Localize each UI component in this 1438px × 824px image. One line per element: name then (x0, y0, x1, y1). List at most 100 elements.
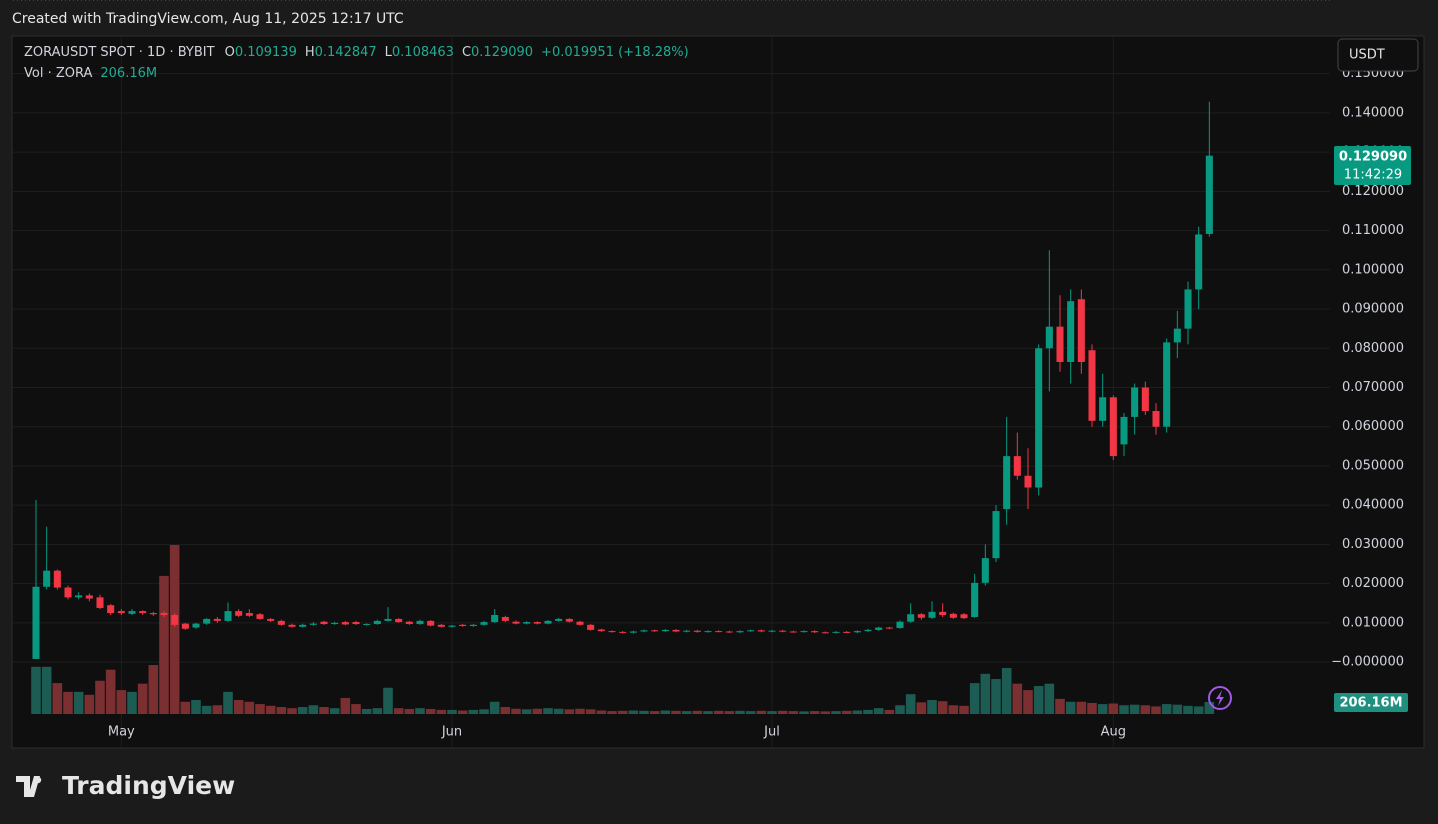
candle-body (981, 558, 989, 583)
volume-bar (436, 709, 447, 714)
candle-body (725, 631, 733, 633)
volume-bar (863, 709, 873, 714)
candle-body (1195, 234, 1203, 290)
volume-bar (799, 711, 809, 714)
volume-bar (489, 701, 500, 714)
candle-body (853, 631, 861, 633)
candle-body (181, 623, 189, 629)
alert-icon[interactable] (1208, 686, 1232, 710)
volume-bar (1087, 702, 1097, 714)
volume-bar (447, 709, 457, 714)
candle-body (896, 621, 904, 628)
candle-body (640, 630, 648, 632)
volume-bar (809, 711, 820, 714)
volume-bar (585, 709, 596, 714)
candle-body (277, 620, 285, 625)
credit: Created with TradingView.com, Aug 11, 20… (12, 11, 404, 27)
volume-bar (959, 705, 969, 714)
volume-bar (788, 711, 799, 714)
legend-h-value: 0.142847 (314, 45, 377, 60)
volume-bar (777, 710, 788, 714)
currency-button[interactable]: USDT (1337, 38, 1419, 72)
volume-tag-value: 206.16M (1339, 696, 1402, 711)
candle-body (928, 611, 936, 618)
candle-body (565, 618, 573, 622)
candle-body (160, 613, 168, 616)
y-tick-label: 0.120000 (1342, 184, 1404, 199)
candle-body (821, 632, 829, 634)
volume-bar (63, 691, 73, 714)
volume-bar (244, 701, 255, 714)
candle-body (1099, 397, 1107, 421)
candle-body (747, 630, 755, 632)
candle-body (1024, 475, 1032, 488)
candle-body (875, 627, 883, 630)
candle-body (437, 624, 445, 627)
volume-bar (639, 710, 649, 714)
volume-tag-box (1334, 693, 1408, 712)
volume-bar (287, 708, 297, 714)
candle-body (139, 611, 147, 614)
candle-body (384, 618, 392, 621)
candle-body (331, 622, 339, 625)
candle-body (1045, 326, 1053, 349)
candle-body (352, 622, 360, 625)
alert-bolt[interactable] (1216, 690, 1224, 706)
volume-bar (105, 669, 116, 714)
volume-bar (84, 694, 95, 714)
volume-bar (393, 708, 404, 714)
candle-body (789, 631, 797, 633)
volume-bar (1033, 686, 1044, 714)
volume-bar (841, 710, 852, 714)
volume-bar (201, 705, 212, 714)
volume-bar (191, 700, 201, 714)
candle-body (960, 614, 968, 619)
volume-layer (31, 545, 1215, 714)
volume-bar (692, 710, 703, 714)
volume-bar (1204, 701, 1215, 714)
candle-body (971, 582, 979, 617)
candle-body (587, 624, 595, 630)
y-tick-label: 0.070000 (1342, 380, 1404, 395)
volume-bar (532, 708, 543, 714)
y-tick-label: 0.140000 (1342, 105, 1404, 120)
alert-circle[interactable] (1208, 686, 1232, 710)
candle-body (1152, 411, 1160, 427)
candle-body (53, 570, 61, 588)
volume-bar (159, 575, 169, 714)
volume-bar (991, 679, 1001, 714)
legend-o-label: O (224, 45, 235, 60)
currency-button-box[interactable] (1337, 38, 1419, 72)
candle-body (235, 611, 243, 616)
volume-bar (95, 680, 105, 714)
candle-body (693, 630, 701, 632)
legend-c-value: 0.129090 (471, 45, 534, 60)
volume-bar (1161, 704, 1172, 714)
logo-text: TradingView (62, 771, 235, 800)
volume-bar (884, 709, 895, 714)
volume-tag: 206.16M (1334, 693, 1408, 712)
candle-body (373, 620, 381, 625)
volume-bar (41, 666, 52, 714)
candle-body (320, 621, 328, 625)
candle-body (288, 624, 296, 627)
candle-body (949, 613, 957, 618)
currency-button-label[interactable]: USDT (1349, 48, 1385, 63)
volume-bar (1129, 704, 1140, 714)
x-tick-label: Aug (1101, 725, 1126, 740)
volume-bar (1140, 705, 1151, 714)
logo-mark (16, 776, 40, 797)
volume-bar (233, 700, 244, 714)
volume-bar (628, 710, 639, 714)
legend-o-value: 0.109139 (234, 45, 297, 60)
volume-bar (319, 707, 329, 714)
candle-body (1003, 456, 1011, 510)
candle-body (736, 631, 744, 633)
x-tick-label: Jul (763, 725, 780, 740)
volume-bar (383, 687, 393, 714)
candle-body (309, 623, 317, 625)
volume-bar (308, 705, 319, 714)
candle-body (608, 631, 616, 633)
